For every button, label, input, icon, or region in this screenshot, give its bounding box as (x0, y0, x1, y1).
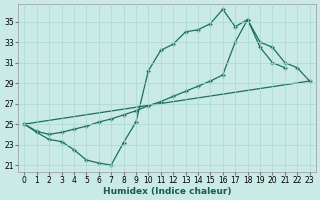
X-axis label: Humidex (Indice chaleur): Humidex (Indice chaleur) (103, 187, 231, 196)
